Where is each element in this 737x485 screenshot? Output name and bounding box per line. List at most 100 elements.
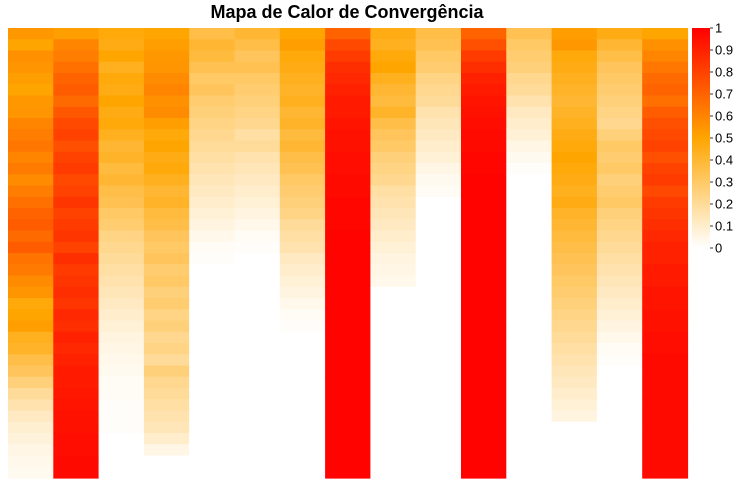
heatmap-cell [461, 61, 507, 74]
heatmap-cell [98, 343, 145, 355]
heatmap-cell [551, 28, 598, 40]
heatmap-cell [506, 39, 553, 52]
heatmap-cells [8, 28, 689, 479]
heatmap-cell [506, 444, 553, 457]
heatmap-cell [98, 354, 145, 367]
heatmap-cell [506, 343, 553, 355]
heatmap-cell [325, 253, 371, 265]
heatmap-cell [642, 343, 689, 355]
heatmap-cell [370, 163, 417, 175]
heatmap-cell [279, 118, 326, 130]
heatmap-cell [506, 421, 553, 434]
heatmap-cell [8, 331, 54, 344]
heatmap-cell [370, 444, 417, 457]
heatmap-cell [98, 95, 145, 108]
heatmap-cell [143, 50, 190, 63]
heatmap-cell [506, 309, 553, 322]
heatmap-cell [642, 331, 689, 344]
heatmap-cell [143, 444, 190, 457]
heatmap-cell [506, 399, 553, 412]
heatmap-cell [415, 399, 462, 412]
heatmap-cell [98, 388, 145, 400]
heatmap-cell [461, 241, 507, 254]
heatmap-cell [279, 241, 326, 254]
heatmap-cell [189, 196, 236, 209]
heatmap-cell [506, 320, 553, 333]
heatmap-cell [506, 388, 553, 400]
heatmap-cell [596, 320, 643, 333]
heatmap-cell [189, 84, 236, 97]
heatmap-cell [506, 118, 553, 130]
heatmap-cell [98, 50, 145, 63]
heatmap-cell [234, 163, 281, 175]
heatmap-cell [551, 444, 598, 457]
heatmap-cell [596, 196, 643, 209]
heatmap-cell [461, 230, 507, 243]
heatmap-cell [189, 286, 236, 299]
heatmap-cell [98, 61, 145, 74]
heatmap-cell [370, 253, 417, 265]
heatmap-cell [53, 466, 100, 479]
heatmap-cell [98, 174, 145, 187]
heatmap-cell [596, 230, 643, 243]
colorbar-tick-label: 0.2 [715, 197, 733, 212]
heatmap-cell [596, 241, 643, 254]
heatmap-cell [53, 151, 100, 164]
colorbar-tick-label: 0.5 [715, 131, 733, 146]
heatmap-cell [415, 309, 462, 322]
heatmap-cell [143, 163, 190, 175]
heatmap-cell [325, 320, 371, 333]
heatmap-cell [189, 95, 236, 108]
heatmap-cell [461, 106, 507, 119]
heatmap-cell [98, 365, 145, 378]
heatmap-cell [325, 354, 371, 367]
heatmap-cell [189, 421, 236, 434]
heatmap-cell [325, 365, 371, 378]
heatmap-cell [8, 264, 54, 277]
heatmap-cell [53, 185, 100, 198]
heatmap-cell [143, 151, 190, 164]
heatmap-cell [596, 185, 643, 198]
heatmap-cell [461, 140, 507, 153]
heatmap-cell [53, 174, 100, 187]
heatmap-cell [53, 376, 100, 389]
heatmap-cell [325, 118, 371, 130]
heatmap-cell [53, 118, 100, 130]
heatmap-cell [370, 309, 417, 322]
heatmap-cell [325, 39, 371, 52]
heatmap-cell [325, 421, 371, 434]
heatmap-cell [143, 28, 190, 40]
heatmap-cell [370, 331, 417, 344]
heatmap-cell [53, 298, 100, 310]
heatmap-cell [53, 264, 100, 277]
heatmap-cell [551, 241, 598, 254]
heatmap-cell [551, 196, 598, 209]
heatmap-cell [189, 208, 236, 220]
heatmap-cell [279, 84, 326, 97]
heatmap-cell [53, 39, 100, 52]
heatmap-cell [189, 309, 236, 322]
heatmap-cell [234, 275, 281, 288]
heatmap-cell [461, 320, 507, 333]
heatmap-cell [143, 140, 190, 153]
heatmap-cell [551, 50, 598, 63]
heatmap-cell [279, 388, 326, 400]
heatmap-cell [370, 275, 417, 288]
heatmap-cell [189, 410, 236, 423]
heatmap-cell [189, 331, 236, 344]
heatmap-cell [98, 230, 145, 243]
heatmap-cell [642, 410, 689, 423]
heatmap-cell [234, 444, 281, 457]
heatmap-cell [8, 39, 54, 52]
heatmap-cell [53, 410, 100, 423]
heatmap-cell [53, 286, 100, 299]
heatmap-cell [642, 95, 689, 108]
heatmap-cell [642, 298, 689, 310]
heatmap-cell [415, 50, 462, 63]
heatmap-cell [325, 466, 371, 479]
heatmap-cell [279, 376, 326, 389]
heatmap-cell [415, 151, 462, 164]
heatmap-cell [98, 129, 145, 142]
heatmap-cell [415, 106, 462, 119]
heatmap-cell [234, 343, 281, 355]
